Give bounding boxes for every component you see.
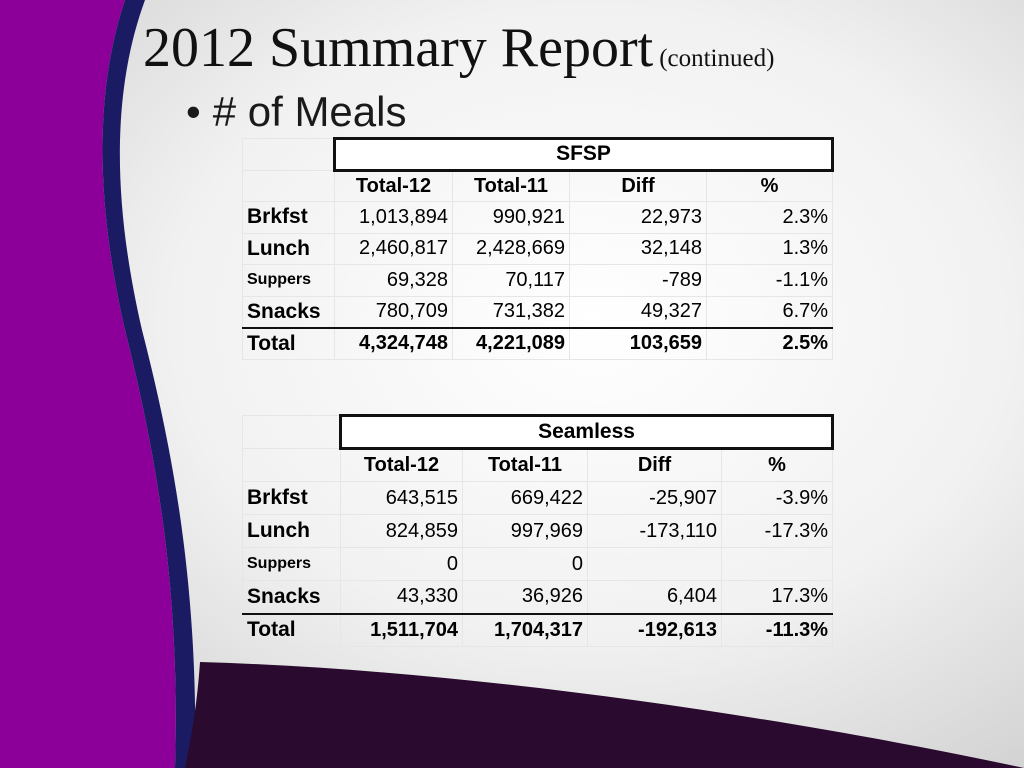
bullet-text: # of Meals: [212, 88, 407, 135]
table-cell: 4,221,089: [452, 326, 570, 360]
table-cell: 1.3%: [705, 232, 834, 265]
table-cell: -192,613: [587, 612, 722, 647]
table-row: Suppers 0 0: [242, 547, 834, 581]
table-group-row: Seamless: [242, 414, 835, 450]
table-row: Brkfst 643,515 669,422 -25,907 -3.9%: [242, 481, 834, 515]
table-cell: -789: [569, 264, 707, 297]
row-label: Brkfst: [242, 201, 335, 234]
table-row: Suppers 69,328 70,117 -789 -1.1%: [242, 264, 834, 297]
column-header: Diff: [587, 448, 722, 482]
table-cell: 49,327: [569, 295, 707, 328]
row-label: Suppers: [242, 264, 335, 297]
page-title: 2012 Summary Report (continued): [143, 14, 774, 93]
table-cell: 0: [340, 547, 463, 581]
total-row: Total 4,324,748 4,221,089 103,659 2.5%: [242, 326, 834, 360]
table-cell: -173,110: [587, 514, 722, 548]
column-header: %: [720, 448, 834, 482]
table-cell: 6.7%: [705, 295, 834, 328]
bullet-item: • # of Meals: [186, 88, 406, 136]
table-cell: 43,330: [340, 580, 463, 614]
corner-cell: [242, 448, 341, 482]
title-text: 2012 Summary Report: [143, 17, 654, 79]
column-header: Total-12: [340, 448, 463, 482]
table-cell: 669,422: [462, 481, 588, 515]
sfsp-table: SFSP Total-12 Total-11 Diff % Brkfst 1,0…: [242, 137, 835, 360]
table-cell: 36,926: [462, 580, 588, 614]
row-label: Brkfst: [242, 481, 341, 515]
table-cell: 990,921: [452, 201, 570, 234]
purple-swoosh: [0, 0, 176, 768]
table-cell: 70,117: [452, 264, 570, 297]
row-label: Total: [242, 612, 341, 647]
table-row: Snacks 780,709 731,382 49,327 6.7%: [242, 295, 834, 328]
row-label: Snacks: [242, 580, 341, 614]
table-row: Lunch 824,859 997,969 -173,110 -17.3%: [242, 514, 834, 548]
table-cell: -3.9%: [720, 481, 834, 515]
table-cell: 824,859: [340, 514, 463, 548]
bullet-dot: •: [186, 88, 201, 135]
row-label: Total: [242, 326, 335, 360]
table-cell: -1.1%: [705, 264, 834, 297]
table-cell: 17.3%: [720, 580, 834, 614]
column-header: Total-11: [462, 448, 588, 482]
table-cell: 780,709: [334, 295, 453, 328]
table-cell: 1,704,317: [462, 612, 588, 647]
table-cell: 22,973: [569, 201, 707, 234]
corner-cell: [242, 138, 335, 171]
row-label: Snacks: [242, 295, 335, 328]
row-label: Lunch: [242, 514, 341, 548]
table-cell: 4,324,748: [334, 326, 453, 360]
table-cell: 69,328: [334, 264, 453, 297]
table-cell: 32,148: [569, 232, 707, 265]
table-cell: 997,969: [462, 514, 588, 548]
dark-bottom-band: [185, 662, 1024, 768]
table-header-row: Total-12 Total-11 Diff %: [242, 169, 834, 202]
table-row: Lunch 2,460,817 2,428,669 32,148 1.3%: [242, 232, 834, 265]
column-header: Total-11: [452, 169, 570, 202]
navy-band: [102, 0, 196, 768]
table-cell: 731,382: [452, 295, 570, 328]
table-cell: [720, 547, 834, 581]
table-row: Snacks 43,330 36,926 6,404 17.3%: [242, 580, 834, 614]
table-cell: 0: [462, 547, 588, 581]
table-cell: 2,428,669: [452, 232, 570, 265]
row-label: Suppers: [242, 547, 341, 581]
table-cell: 6,404: [587, 580, 722, 614]
corner-cell: [242, 169, 335, 202]
column-header: Total-12: [334, 169, 453, 202]
table-cell: 1,013,894: [334, 201, 453, 234]
table-cell: 103,659: [569, 326, 707, 360]
table-cell: 2.3%: [705, 201, 834, 234]
table-cell: 1,511,704: [340, 612, 463, 647]
table-header-row: Total-12 Total-11 Diff %: [242, 448, 834, 482]
table-cell: -11.3%: [720, 612, 834, 647]
table-row: Brkfst 1,013,894 990,921 22,973 2.3%: [242, 201, 834, 234]
table-cell: 2,460,817: [334, 232, 453, 265]
corner-cell: [242, 415, 341, 449]
table-cell: [587, 547, 722, 581]
title-suffix: (continued): [659, 45, 775, 72]
column-header: %: [705, 169, 834, 202]
row-label: Lunch: [242, 232, 335, 265]
table-cell: -17.3%: [720, 514, 834, 548]
column-header: Diff: [569, 169, 707, 202]
seamless-table: Seamless Total-12 Total-11 Diff % Brkfst…: [242, 414, 835, 647]
group-header-sfsp: SFSP: [332, 137, 835, 172]
group-header-seamless: Seamless: [338, 414, 835, 450]
table-cell: -25,907: [587, 481, 722, 515]
total-row: Total 1,511,704 1,704,317 -192,613 -11.3…: [242, 612, 834, 647]
table-cell: 643,515: [340, 481, 463, 515]
table-group-row: SFSP: [242, 137, 835, 172]
table-cell: 2.5%: [705, 326, 834, 360]
